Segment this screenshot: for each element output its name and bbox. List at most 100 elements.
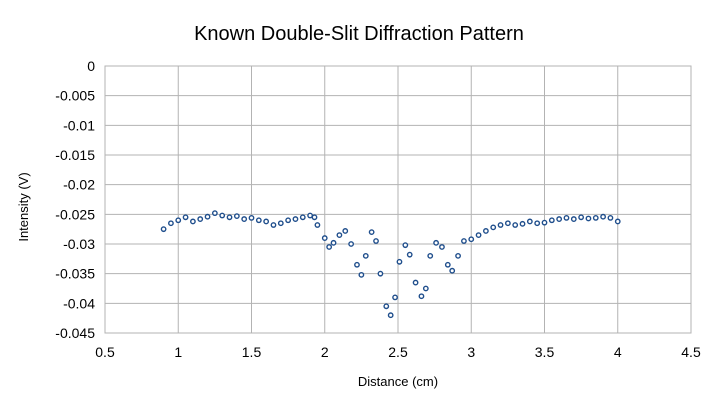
data-point (541, 219, 548, 226)
data-point (160, 226, 167, 233)
data-point (263, 218, 270, 225)
data-point (497, 222, 504, 228)
data-point (182, 214, 189, 221)
data-point (418, 293, 425, 300)
data-point (600, 213, 606, 220)
data-point (387, 312, 394, 319)
x-tick-label: 3.5 (535, 344, 555, 360)
data-point (512, 222, 519, 228)
data-point (211, 210, 218, 217)
y-tick-label: -0.045 (55, 325, 95, 341)
data-point (219, 212, 226, 219)
data-point (373, 238, 379, 244)
data-point (314, 222, 321, 228)
data-point (534, 220, 541, 227)
data-point (556, 216, 563, 222)
data-point (197, 216, 204, 222)
data-point (354, 261, 360, 268)
data-point (504, 220, 511, 227)
data-point (348, 241, 355, 247)
data-point (277, 220, 284, 227)
y-tick-label: -0.04 (63, 295, 95, 311)
data-point (406, 251, 413, 258)
data-point (482, 228, 489, 234)
data-point (168, 220, 174, 227)
data-point (368, 229, 375, 236)
data-point (519, 220, 526, 227)
data-point (342, 228, 349, 234)
data-point (548, 217, 555, 224)
data-point (570, 216, 577, 222)
data-point (392, 294, 398, 301)
data-point (475, 232, 482, 239)
x-tick-labels: 0.5 1 1.5 2 2.5 3 3.5 4 4.5 (95, 344, 701, 360)
data-point (468, 236, 475, 243)
data-point (270, 222, 277, 228)
x-tick-label: 2 (321, 344, 329, 360)
data-point (321, 235, 328, 241)
y-tick-label: -0.025 (55, 206, 95, 222)
data-point (433, 239, 439, 246)
data-point (285, 217, 292, 224)
data-point (292, 216, 299, 222)
data-point (299, 214, 306, 221)
data-point (449, 267, 456, 274)
y-tick-label: -0.02 (63, 177, 95, 193)
y-tick-label: -0.015 (55, 147, 95, 163)
data-point (439, 244, 445, 250)
data-point (427, 252, 434, 259)
data-point (585, 215, 592, 222)
data-point (248, 214, 255, 221)
data-point (226, 214, 233, 221)
y-tick-labels: 0 -0.005 -0.01 -0.015 -0.02 -0.025 -0.03 -0.035… (55, 58, 95, 341)
data-point (204, 213, 211, 220)
data-point (422, 285, 429, 292)
y-tick-label: -0.03 (63, 236, 95, 252)
data-point (358, 271, 365, 278)
data-point (326, 244, 333, 250)
data-point (255, 217, 262, 224)
data-point (614, 218, 621, 225)
x-tick-label: 4.5 (681, 344, 701, 360)
data-point (311, 214, 318, 221)
data-point (490, 224, 497, 231)
chart-title: Known Double-Slit Diffraction Pattern (194, 23, 524, 45)
x-axis-title: Distance (cm) (358, 374, 438, 389)
data-point (241, 216, 248, 222)
y-axis-title: Intensity (V) (16, 172, 31, 241)
data-point (607, 214, 614, 221)
y-tick-label: -0.035 (55, 266, 95, 282)
data-point (526, 218, 533, 225)
data-point (233, 213, 240, 220)
x-tick-label: 0.5 (95, 344, 115, 360)
y-tick-label: -0.005 (55, 88, 95, 104)
data-point (330, 239, 337, 246)
x-tick-label: 1 (174, 344, 182, 360)
y-tick-label: 0 (87, 58, 95, 74)
x-tick-label: 2.5 (388, 344, 408, 360)
data-point (377, 270, 384, 277)
data-point (444, 261, 451, 268)
data-point (461, 238, 467, 244)
data-point (189, 218, 196, 225)
data-point (592, 214, 599, 221)
plot-area-border (104, 65, 692, 334)
data-point (455, 252, 461, 259)
data-point (563, 214, 570, 221)
data-points (160, 210, 621, 319)
data-point (396, 258, 403, 265)
x-tick-label: 3 (467, 344, 475, 360)
x-tick-label: 4 (614, 344, 622, 360)
data-point (175, 217, 182, 224)
data-point (383, 303, 390, 310)
data-point (412, 279, 419, 286)
data-point (578, 214, 585, 221)
y-tick-label: -0.01 (63, 117, 95, 133)
data-point (336, 232, 343, 239)
data-point (402, 242, 409, 249)
x-tick-label: 1.5 (242, 344, 262, 360)
data-point (362, 252, 369, 259)
